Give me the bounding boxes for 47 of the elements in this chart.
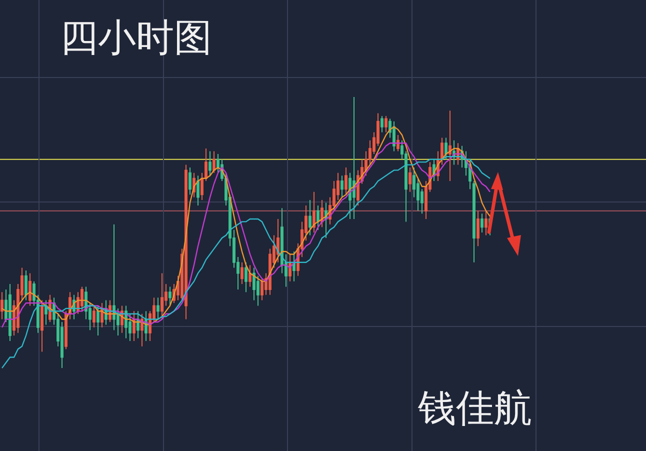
candlestick (248, 264, 252, 288)
candlestick (240, 262, 244, 285)
candlestick (440, 137, 444, 166)
candlestick (384, 116, 388, 133)
candlestick (132, 310, 136, 342)
candlestick (244, 262, 248, 293)
candlestick (472, 180, 476, 263)
candlestick (448, 110, 452, 182)
candlestick (0, 292, 4, 320)
candlestick (208, 150, 212, 176)
candlestick (212, 150, 216, 174)
candlestick (8, 284, 12, 342)
candlestick (344, 167, 348, 196)
candlestick (196, 175, 200, 206)
candlestick (140, 313, 144, 347)
candlestick (408, 167, 412, 192)
candlestick (80, 286, 84, 312)
candlestick (40, 300, 44, 352)
candlestick (156, 297, 160, 320)
candlestick (204, 148, 208, 182)
candlestick (352, 96, 356, 220)
candlestick (96, 305, 100, 336)
candlestick (292, 251, 296, 282)
candlestick (136, 310, 140, 339)
candlestick (476, 210, 480, 247)
candlestick (28, 272, 32, 306)
candlestick (188, 167, 192, 196)
candlestick (200, 172, 204, 201)
candlestick (24, 270, 28, 301)
candlestick (480, 213, 484, 234)
candlestick (380, 116, 384, 133)
candlestick (316, 204, 320, 230)
candlestick (160, 272, 164, 320)
text: 钱佳航 (417, 386, 532, 430)
candlestick (64, 310, 68, 350)
candlestick (484, 210, 488, 236)
chart-title: 四小时图 (60, 15, 212, 60)
candlestick (396, 134, 400, 152)
candlestick (340, 175, 344, 198)
candlestick (92, 305, 96, 328)
candlestick (308, 200, 312, 236)
candlestick (44, 300, 48, 326)
candlestick (312, 191, 316, 234)
candlestick (444, 137, 448, 160)
candlestick (392, 120, 396, 152)
candlestick (168, 286, 172, 306)
candlestick (320, 200, 324, 228)
